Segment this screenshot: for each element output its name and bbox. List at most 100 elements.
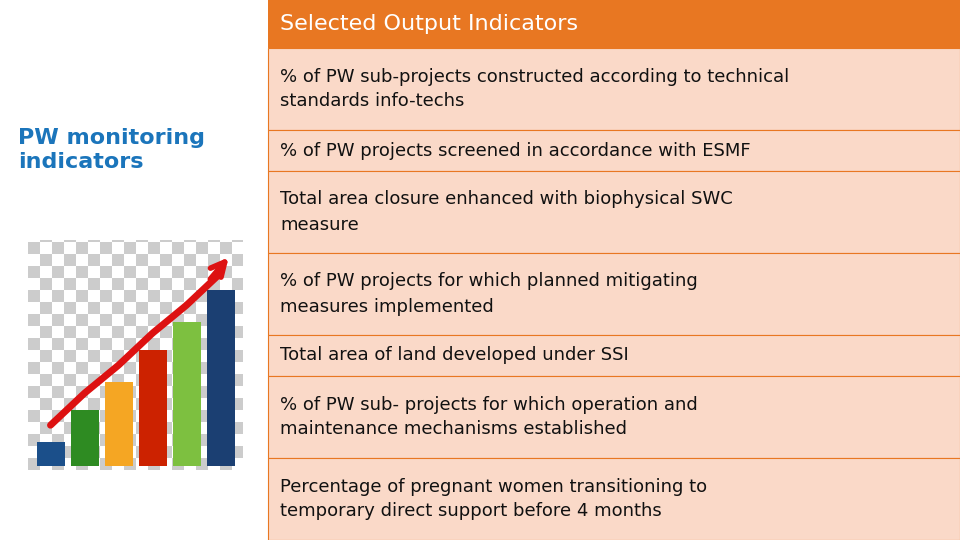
Bar — [196, 326, 208, 338]
Bar — [136, 434, 148, 446]
Bar — [172, 278, 184, 290]
Bar — [220, 242, 232, 254]
Bar — [232, 386, 243, 398]
Bar — [112, 266, 124, 278]
Bar — [160, 314, 172, 326]
Bar — [148, 362, 160, 374]
Bar — [232, 350, 243, 362]
Bar — [148, 314, 160, 326]
Bar — [64, 398, 76, 410]
Bar — [148, 242, 160, 254]
Bar — [208, 350, 220, 362]
Bar — [100, 422, 112, 434]
Bar — [88, 290, 100, 302]
Bar — [100, 350, 112, 362]
Bar — [28, 386, 40, 398]
Bar — [160, 266, 172, 278]
Bar — [40, 242, 52, 254]
Bar — [88, 240, 100, 242]
Bar — [88, 446, 100, 458]
Bar — [220, 302, 232, 314]
Bar — [208, 434, 220, 446]
Bar — [160, 422, 172, 434]
Bar — [88, 326, 100, 338]
Bar — [268, 335, 960, 376]
Bar — [268, 48, 960, 130]
Bar — [40, 350, 52, 362]
Bar — [76, 242, 88, 254]
Bar — [220, 410, 232, 422]
Bar — [208, 338, 220, 350]
Bar — [28, 422, 40, 434]
Bar — [208, 240, 220, 242]
Bar — [136, 326, 148, 338]
Bar — [52, 350, 64, 362]
Bar — [76, 422, 88, 434]
Bar — [40, 302, 52, 314]
Bar — [184, 254, 196, 266]
Bar — [52, 278, 64, 290]
Bar — [148, 326, 160, 338]
Bar — [40, 374, 52, 386]
Bar — [160, 290, 172, 302]
Bar — [76, 350, 88, 362]
Bar — [148, 240, 160, 242]
Bar — [208, 362, 220, 374]
Bar — [124, 338, 136, 350]
Bar — [52, 434, 64, 446]
Bar — [76, 338, 88, 350]
Bar — [148, 290, 160, 302]
Bar — [148, 398, 160, 410]
Bar — [208, 410, 220, 422]
Bar — [76, 362, 88, 374]
Bar — [100, 446, 112, 458]
Bar — [208, 458, 220, 470]
Bar — [64, 254, 76, 266]
Bar — [40, 338, 52, 350]
Bar — [196, 290, 208, 302]
Bar — [268, 0, 960, 48]
Bar — [52, 326, 64, 338]
Bar — [88, 242, 100, 254]
Bar — [40, 362, 52, 374]
Bar — [220, 278, 232, 290]
Bar — [100, 458, 112, 470]
Bar — [76, 398, 88, 410]
Bar — [196, 266, 208, 278]
Bar — [184, 386, 196, 398]
Bar — [124, 434, 136, 446]
Bar — [148, 434, 160, 446]
Bar — [184, 434, 196, 446]
Bar — [124, 446, 136, 458]
Bar — [220, 350, 232, 362]
Bar — [196, 434, 208, 446]
Bar — [208, 254, 220, 266]
Bar — [148, 302, 160, 314]
Bar — [28, 266, 40, 278]
Bar — [232, 422, 243, 434]
Bar — [124, 242, 136, 254]
Bar — [196, 302, 208, 314]
Bar — [268, 458, 960, 540]
Bar — [136, 338, 148, 350]
Bar — [220, 254, 232, 266]
Bar — [124, 350, 136, 362]
Bar — [28, 290, 40, 302]
Bar — [196, 242, 208, 254]
Bar — [124, 362, 136, 374]
Bar — [40, 240, 52, 242]
Bar — [112, 314, 124, 326]
Bar — [28, 302, 40, 314]
Bar — [232, 326, 243, 338]
Text: % of PW sub- projects for which operation and
maintenance mechanisms established: % of PW sub- projects for which operatio… — [280, 395, 698, 438]
Bar — [52, 240, 64, 242]
Bar — [28, 338, 40, 350]
Bar — [88, 338, 100, 350]
Bar — [160, 458, 172, 470]
Bar — [112, 240, 124, 242]
Bar — [88, 374, 100, 386]
Bar — [76, 302, 88, 314]
Bar — [100, 302, 112, 314]
Bar — [196, 398, 208, 410]
Bar — [160, 254, 172, 266]
